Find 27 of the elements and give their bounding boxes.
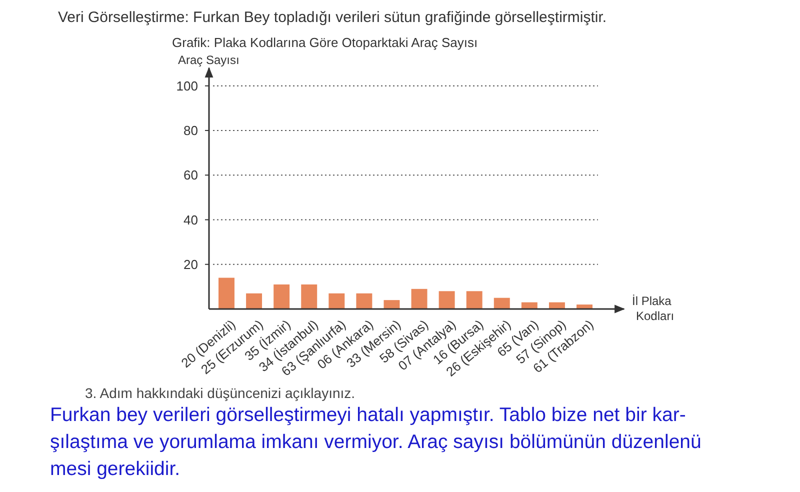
text: şılaştıma ve yorumlama imkanı vermiyor. Araç sayısı bölümünün düzenlenü xyxy=(50,431,702,453)
bar xyxy=(411,288,428,309)
text: mesi gerekiidir. xyxy=(50,458,180,480)
y-tick-label: 80 xyxy=(184,123,198,138)
y-tick-label: 20 xyxy=(184,256,198,272)
bar xyxy=(521,302,538,309)
chart-title: Grafik: Plaka Kodlarına Göre Otoparktaki Araç Sayısı xyxy=(172,35,478,50)
text: 3. Adım hakkındaki düşüncenizi açıklayınız. xyxy=(85,385,356,401)
bar xyxy=(301,284,318,309)
bar xyxy=(246,293,262,309)
y-tick-label: 60 xyxy=(184,168,198,183)
bar xyxy=(384,300,400,309)
text: Furkan bey verileri görselleştirmeyi hatalı yapmıştır. Tablo bize net bir kar- xyxy=(50,404,686,426)
bar xyxy=(218,278,234,309)
bar xyxy=(356,293,372,309)
y-tick-label: 40 xyxy=(184,212,198,228)
bar xyxy=(548,302,565,309)
bar xyxy=(576,304,592,309)
bar xyxy=(328,293,345,309)
y-tick-label: 100 xyxy=(176,78,198,94)
text: Veri Görselleştirme: Furkan Bey topladığı verileri sütun grafiğinde görselleştirmiştir. xyxy=(58,9,607,26)
bar xyxy=(494,298,510,309)
y-axis-title: Araç Sayısı xyxy=(178,53,240,67)
bar xyxy=(466,291,482,309)
bar xyxy=(274,284,290,309)
bar xyxy=(438,291,455,309)
x-axis-title: İl Plaka Kodları xyxy=(632,294,674,323)
